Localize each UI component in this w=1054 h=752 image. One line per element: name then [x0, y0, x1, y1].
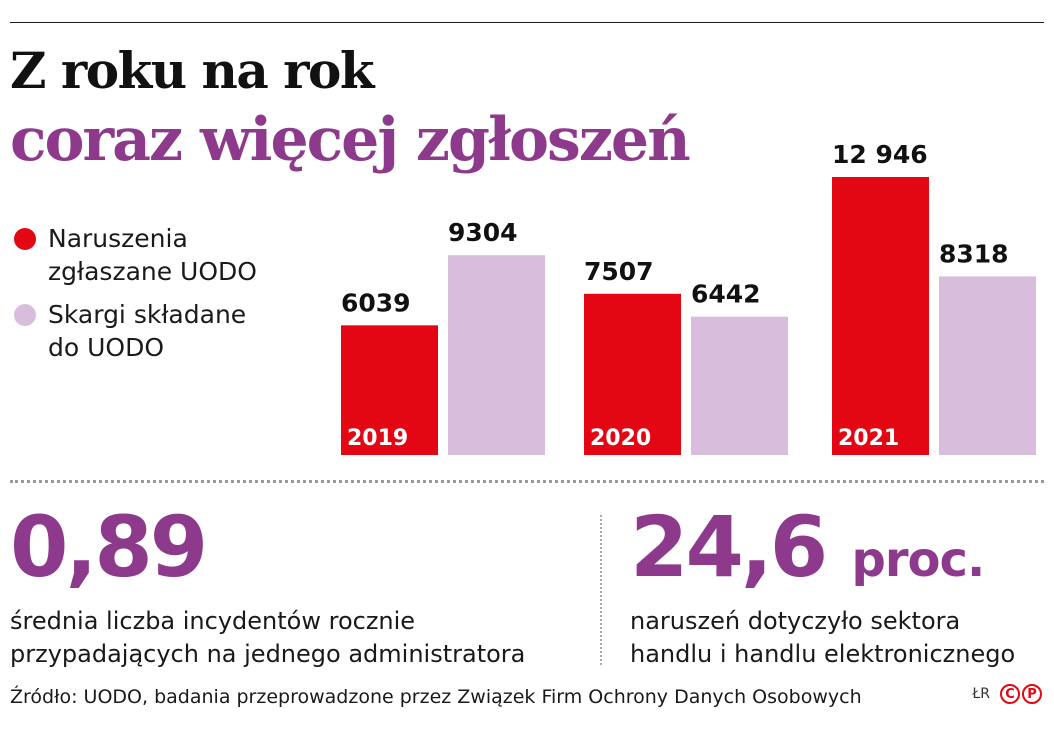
stat-unit: proc.: [851, 532, 986, 588]
category-label-2020: 2020: [590, 426, 651, 451]
stat-desc-line2: handlu i handlu elektronicznego: [630, 640, 1016, 668]
vertical-divider: [600, 515, 602, 665]
cp-logo-icon: C P: [1000, 684, 1042, 704]
bar-breaches-2021: [832, 177, 929, 455]
legend-swatch-complaints: [14, 304, 36, 326]
stat-trade-share: 24,6 proc. naruszeń dotyczyło sektora ha…: [630, 505, 1015, 671]
legend-label-line2: zgłaszane UODO: [48, 257, 257, 286]
legend-swatch-breaches: [14, 228, 36, 250]
stat-desc-line2: przypadających na jednego administratora: [10, 640, 526, 668]
stat-desc-line1: naruszeń dotyczyło sektora: [630, 607, 961, 635]
credits: ŁR C P: [972, 684, 1042, 704]
category-label-2019: 2019: [347, 426, 408, 451]
page-title: Z roku na rok: [10, 41, 375, 100]
legend-item-complaints: Skargi składane do UODO: [10, 298, 330, 364]
stat-description: naruszeń dotyczyło sektora handlu i hand…: [630, 605, 1015, 671]
page-subtitle: coraz więcej zgłoszeń: [10, 105, 691, 175]
stat-description: średnia liczba incydentów rocznie przypa…: [10, 605, 525, 671]
legend-item-breaches: Naruszenia zgłaszane UODO: [10, 222, 330, 288]
stat-number: 24,6: [630, 498, 828, 596]
data-label-breaches-2020: 7507: [584, 257, 654, 286]
logo-letter-c: C: [1000, 684, 1020, 704]
stat-value: 0,89: [10, 505, 525, 589]
category-label-2021: 2021: [838, 426, 899, 451]
legend-label-line1: Skargi składane: [48, 300, 247, 329]
section-divider: [10, 480, 1044, 483]
logo-letter-p: P: [1022, 684, 1042, 704]
data-label-complaints-2020: 6442: [691, 280, 761, 309]
stat-incidents: 0,89 średnia liczba incydentów rocznie p…: [10, 505, 525, 671]
bar-breaches-2019: [341, 325, 438, 455]
data-label-breaches-2021: 12 946: [832, 140, 928, 169]
legend-label-line2: do UODO: [48, 333, 165, 362]
top-rule: [10, 22, 1044, 23]
data-label-complaints-2021: 8318: [939, 239, 1009, 268]
bar-complaints-2019: [448, 255, 545, 455]
bar-complaints-2021: [939, 276, 1036, 455]
bar-complaints-2020: [691, 316, 788, 455]
data-label-complaints-2019: 9304: [448, 218, 518, 247]
stat-desc-line1: średnia liczba incydentów rocznie: [10, 607, 416, 635]
bar-chart: 6039 9304 2019 7507 6442 2020 12 946 8318 2021: [341, 140, 1036, 455]
legend-label-line1: Naruszenia: [48, 224, 188, 253]
stat-number: 0,89: [10, 498, 208, 596]
data-label-breaches-2019: 6039: [341, 288, 411, 317]
chart-legend: Naruszenia zgłaszane UODO Skargi składan…: [10, 222, 330, 374]
author-initials: ŁR: [972, 686, 990, 702]
source-note: Źródło: UODO, badania przeprowadzone prz…: [10, 686, 862, 708]
stat-value: 24,6 proc.: [630, 505, 1015, 589]
bar-breaches-2020: [584, 293, 681, 455]
